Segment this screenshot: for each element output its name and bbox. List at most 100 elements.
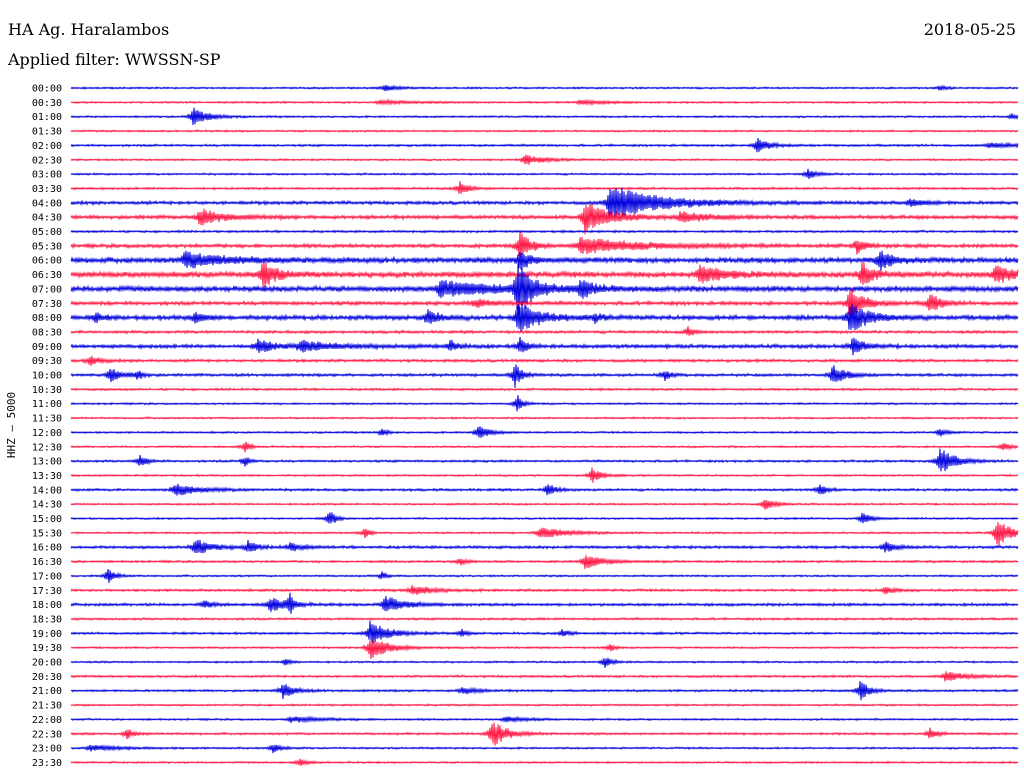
trace-1630 <box>70 555 1019 570</box>
trace-1830 <box>70 616 1019 622</box>
time-label: 06:30 <box>32 270 62 281</box>
trace-1130 <box>70 416 1019 420</box>
trace-group <box>70 84 1019 767</box>
time-label: 17:30 <box>32 586 62 597</box>
time-label: 05:00 <box>32 227 62 238</box>
time-label: 18:00 <box>32 600 62 611</box>
time-label: 08:30 <box>32 327 62 338</box>
trace-1600 <box>70 539 1019 554</box>
trace-0330 <box>70 181 1019 194</box>
time-label: 03:00 <box>32 170 62 181</box>
y-axis-label: HHZ – 5000 <box>5 392 18 458</box>
trace-0930 <box>70 356 1019 366</box>
time-label: 21:30 <box>32 701 62 712</box>
trace-0000 <box>70 84 1019 92</box>
time-label: 12:00 <box>32 428 62 439</box>
time-label: 14:30 <box>32 500 62 511</box>
trace-2030 <box>70 671 1019 682</box>
trace-1700 <box>70 569 1019 584</box>
trace-0200 <box>70 138 1019 153</box>
trace-1530 <box>70 522 1019 546</box>
time-label: 00:00 <box>32 84 62 95</box>
time-label: 11:30 <box>32 414 62 425</box>
time-label: 15:30 <box>32 528 62 539</box>
time-label: 17:00 <box>32 571 62 582</box>
time-label: 23:30 <box>32 758 62 769</box>
trace-1030 <box>70 387 1019 392</box>
time-label: 04:00 <box>32 198 62 209</box>
time-label: 22:00 <box>32 715 62 726</box>
time-label: 07:00 <box>32 284 62 295</box>
time-label: 10:00 <box>32 371 62 382</box>
trace-1900 <box>70 620 1019 644</box>
trace-1800 <box>70 592 1019 614</box>
trace-2230 <box>70 722 1019 746</box>
time-label: 08:00 <box>32 313 62 324</box>
trace-1730 <box>70 585 1019 596</box>
trace-0030 <box>70 97 1019 107</box>
time-label: 16:00 <box>32 543 62 554</box>
time-label: 00:30 <box>32 98 62 109</box>
trace-2100 <box>70 681 1019 701</box>
time-label: 16:30 <box>32 557 62 568</box>
date-label: 2018-05-25 <box>923 20 1016 39</box>
trace-0130 <box>70 129 1019 133</box>
trace-1230 <box>70 441 1019 453</box>
trace-1430 <box>70 499 1019 510</box>
trace-1930 <box>70 639 1019 660</box>
trace-0300 <box>70 168 1019 179</box>
time-label: 10:30 <box>32 385 62 396</box>
trace-2200 <box>70 715 1019 724</box>
time-label: 07:30 <box>32 299 62 310</box>
time-label: 06:00 <box>32 256 62 267</box>
time-label: 13:00 <box>32 457 62 468</box>
time-label: 20:00 <box>32 658 62 669</box>
time-label: 22:30 <box>32 729 62 740</box>
time-label: 09:00 <box>32 342 62 353</box>
time-label: 21:00 <box>32 686 62 697</box>
time-label: 14:00 <box>32 485 62 496</box>
station-title: HA Ag. Haralambos <box>8 20 170 39</box>
trace-0730 <box>70 289 1019 316</box>
time-label: 04:30 <box>32 213 62 224</box>
trace-2130 <box>70 703 1019 708</box>
filter-label: Applied filter: WWSSN-SP <box>8 50 221 69</box>
time-label: 19:00 <box>32 629 62 640</box>
trace-1400 <box>70 483 1019 496</box>
time-label: 11:00 <box>32 399 62 410</box>
time-label: 03:30 <box>32 184 62 195</box>
trace-0900 <box>70 336 1019 356</box>
trace-0800 <box>70 303 1019 333</box>
trace-0430 <box>70 203 1019 235</box>
trace-1100 <box>70 395 1019 412</box>
time-label: 05:30 <box>32 241 62 252</box>
trace-0500 <box>70 229 1019 234</box>
trace-0100 <box>70 107 1019 125</box>
time-label: 01:30 <box>32 127 62 138</box>
time-label-group: 00:00 00:30 01:00 01:30 02:00 02:30 03:00 03:30… <box>32 84 62 769</box>
trace-0700 <box>70 264 1019 315</box>
trace-0530 <box>70 231 1019 258</box>
trace-1500 <box>70 512 1019 524</box>
trace-2300 <box>70 744 1019 754</box>
trace-0830 <box>70 326 1019 336</box>
trace-1330 <box>70 467 1019 483</box>
time-label: 09:30 <box>32 356 62 367</box>
time-label: 12:30 <box>32 442 62 453</box>
trace-1200 <box>70 426 1019 438</box>
time-label: 20:30 <box>32 672 62 683</box>
trace-0400 <box>70 187 1019 219</box>
trace-1300 <box>70 448 1019 472</box>
time-label: 13:30 <box>32 471 62 482</box>
time-label: 19:30 <box>32 643 62 654</box>
time-label: 18:30 <box>32 614 62 625</box>
trace-1000 <box>70 364 1019 388</box>
time-label: 15:00 <box>32 514 62 525</box>
time-label: 23:00 <box>32 744 62 755</box>
time-label: 01:00 <box>32 112 62 123</box>
trace-0600 <box>70 250 1019 271</box>
time-label: 02:30 <box>32 155 62 166</box>
trace-0630 <box>70 261 1019 288</box>
trace-0230 <box>70 154 1019 165</box>
